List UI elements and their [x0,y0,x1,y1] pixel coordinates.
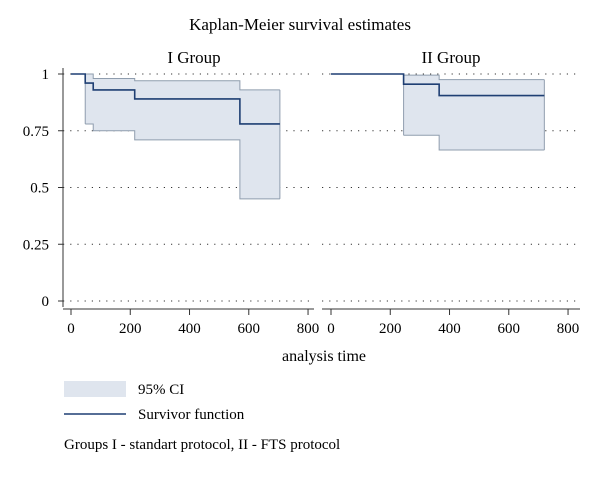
x-axis-label: analysis time [282,348,366,365]
legend-ci-label: 95% CI [138,382,184,398]
panel-group-2: II Group 0 200 400 600 800 [322,48,580,337]
y-tick-label: 0.5 [30,181,49,197]
chart-title: Kaplan-Meier survival estimates [189,15,411,34]
ci-upper-line [85,73,280,91]
survivor-function-line [331,73,545,97]
y-tick-label: 1 [42,67,50,83]
x-tick-label: 800 [557,321,580,337]
x-tick-label: 200 [379,321,402,337]
ci-upper-line [403,74,545,81]
y-tick-label: 0.25 [23,237,49,253]
panel-title-group-2: II Group [421,48,480,67]
groups-note: Groups I - standart protocol, II - FTS p… [64,437,340,453]
x-tick-label: 800 [297,321,320,337]
x-tick-label: 600 [238,321,261,337]
y-tick-label: 0.75 [23,124,49,140]
legend-survivor-label: Survivor function [138,407,245,423]
ci-band [85,74,280,199]
x-tick-label: 400 [178,321,201,337]
x-tick-label: 0 [327,321,335,337]
panel-group-1: I Group 0 200 400 600 800 [63,48,319,337]
panel-title-group-1: I Group [167,48,220,67]
x-tick-label: 400 [438,321,461,337]
ci-band [403,75,545,151]
y-axis: 0 0.25 0.5 0.75 1 [23,67,64,310]
ci-lower-line [85,123,280,200]
x-tick-label: 600 [498,321,521,337]
survivor-function-line [71,73,280,125]
x-tick-label: 200 [119,321,142,337]
legend-ci-swatch [64,381,126,397]
y-tick-label: 0 [42,294,50,310]
x-tick-label: 0 [67,321,75,337]
legend: 95% CI Survivor function [64,381,245,423]
ci-lower-line [403,134,545,151]
